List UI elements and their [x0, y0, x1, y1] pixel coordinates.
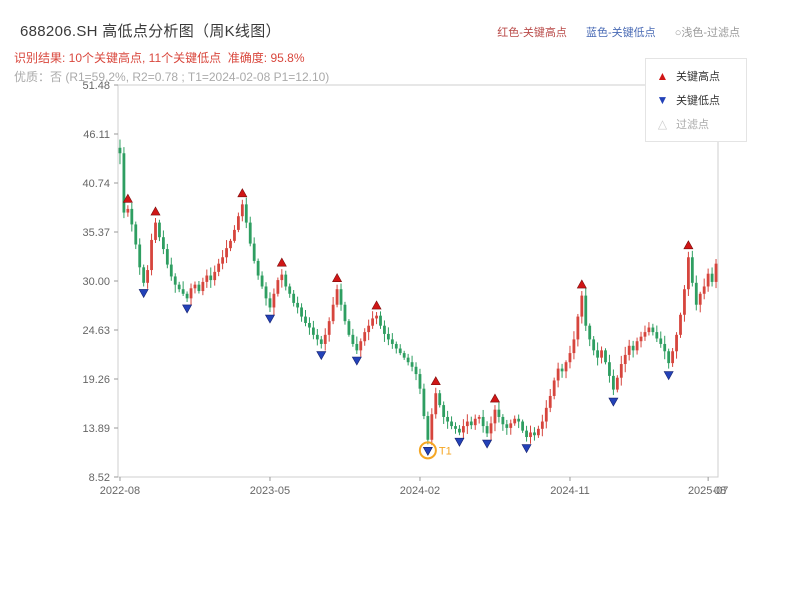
svg-text:46.11: 46.11 — [83, 129, 110, 141]
key-high-marker — [332, 273, 343, 282]
key-high-marker — [430, 376, 441, 386]
color-legend: 红色-关键高点 蓝色-关键低点 ○浅色-过滤点 — [481, 24, 740, 40]
key-low-marker — [138, 289, 149, 299]
svg-text:24.63: 24.63 — [82, 325, 110, 337]
svg-text:2024-11: 2024-11 — [550, 485, 590, 497]
legend-item-filter: △ 过滤点 — [656, 112, 736, 136]
up-triangle-icon: ▲ — [656, 69, 669, 83]
quality-line: 优质：否 (R1=59.2%, R2=0.78 ; T1=2024-02-08 … — [14, 70, 330, 84]
key-low-marker — [482, 439, 493, 449]
svg-text:30.00: 30.00 — [82, 276, 110, 288]
key-low-marker — [663, 371, 674, 381]
key-high-marker — [237, 188, 248, 198]
recognition-result: 识别结果: 10个关键高点, 11个关键低点 准确度: 95.8% — [14, 51, 305, 65]
key-high-marker — [150, 206, 161, 216]
key-low-marker — [422, 447, 433, 456]
svg-text:2025-07: 2025-07 — [688, 485, 728, 497]
legend-item-key-low: ▼ 关键低点 — [656, 88, 736, 112]
key-low-marker — [264, 314, 275, 324]
filter-point-label: T1 — [439, 445, 452, 457]
svg-text:40.74: 40.74 — [82, 178, 110, 190]
svg-text:8.52: 8.52 — [89, 472, 110, 484]
svg-text:2024-02: 2024-02 — [400, 485, 440, 497]
svg-text:19.26: 19.26 — [82, 374, 110, 386]
page-title: 688206.SH 高低点分析图（周K线图） — [20, 23, 281, 40]
key-high-marker — [371, 300, 382, 310]
legend-item-key-high: ▲ 关键高点 — [656, 64, 736, 88]
legend-item-label: 过滤点 — [676, 119, 709, 131]
svg-text:2023-05: 2023-05 — [250, 485, 290, 497]
key-low-marker — [316, 351, 327, 361]
key-high-marker — [489, 393, 500, 403]
key-low-marker — [521, 444, 532, 454]
filter-point-markers: T1 — [418, 441, 452, 460]
svg-text:08: 08 — [714, 485, 726, 497]
legend-item-label: 关键低点 — [676, 95, 720, 107]
key-high-marker — [576, 279, 587, 289]
chart-legend: ▲ 关键高点 ▼ 关键低点 △ 过滤点 — [645, 58, 747, 142]
svg-text:51.48: 51.48 — [82, 80, 110, 92]
legend-filter-label: ○浅色-过滤点 — [674, 27, 740, 39]
svg-text:35.37: 35.37 — [82, 227, 110, 239]
open-triangle-icon: △ — [657, 117, 668, 131]
axes: 51.48 46.11 40.74 35.37 30.00 24.63 19.26 13.89… — [82, 80, 728, 497]
key-low-markers — [138, 289, 674, 456]
candles — [118, 139, 718, 446]
legend-item-label: 关键高点 — [676, 71, 720, 83]
key-high-marker — [683, 240, 694, 250]
key-high-marker — [122, 193, 133, 203]
svg-text:13.89: 13.89 — [82, 423, 110, 435]
legend-key-high-label: 红色-关键高点 — [497, 27, 567, 39]
key-low-marker — [182, 304, 193, 314]
svg-text:2022-08: 2022-08 — [100, 485, 140, 497]
key-low-marker — [608, 397, 619, 407]
key-low-marker — [454, 437, 465, 447]
key-low-marker — [351, 356, 362, 366]
key-high-markers — [122, 188, 694, 403]
filter-point-circle — [418, 441, 437, 460]
down-triangle-icon: ▼ — [656, 93, 669, 107]
legend-key-low-label: 蓝色-关键低点 — [585, 27, 656, 39]
key-high-marker — [276, 257, 287, 267]
